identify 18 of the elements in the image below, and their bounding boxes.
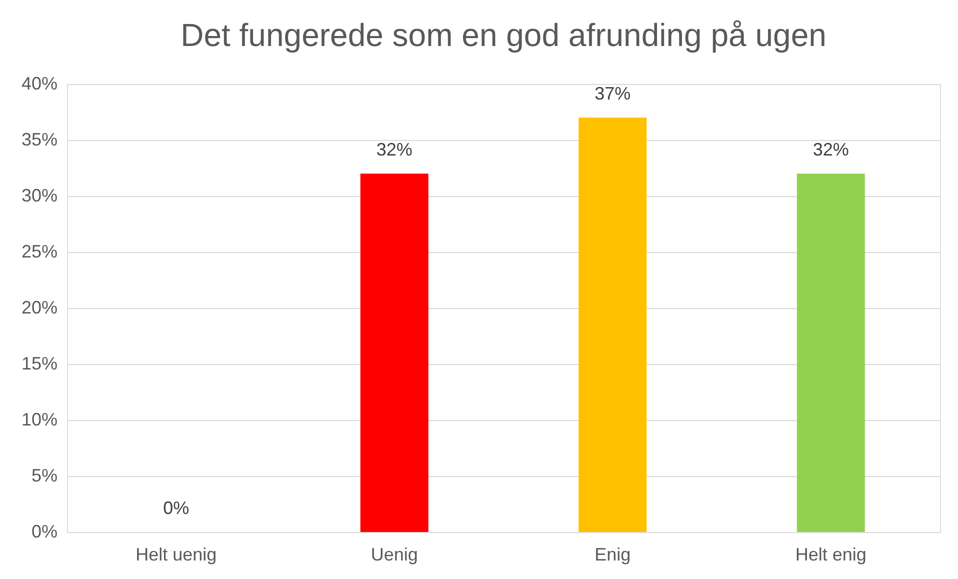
y-tick-label: 15% — [21, 354, 58, 374]
y-tick-label: 35% — [21, 130, 58, 150]
data-label: 37% — [594, 84, 631, 104]
data-label: 32% — [376, 140, 412, 160]
y-tick-label: 20% — [21, 298, 58, 318]
y-tick-label: 5% — [31, 466, 58, 486]
data-label: 0% — [163, 498, 190, 518]
x-tick-label: Uenig — [370, 544, 418, 564]
y-tick-label: 40% — [21, 74, 58, 94]
x-tick-label: Helt uenig — [136, 544, 217, 564]
x-tick-label: Enig — [594, 544, 631, 564]
y-tick-label: 0% — [31, 522, 58, 542]
chart-title: Det fungerede som en god afrunding på ugen — [180, 17, 826, 53]
x-tick-label: Helt enig — [795, 544, 866, 564]
y-tick-label: 25% — [21, 242, 58, 262]
y-tick-label: 10% — [21, 410, 58, 430]
y-tick-label: 30% — [21, 186, 58, 206]
data-label: 32% — [812, 140, 849, 160]
